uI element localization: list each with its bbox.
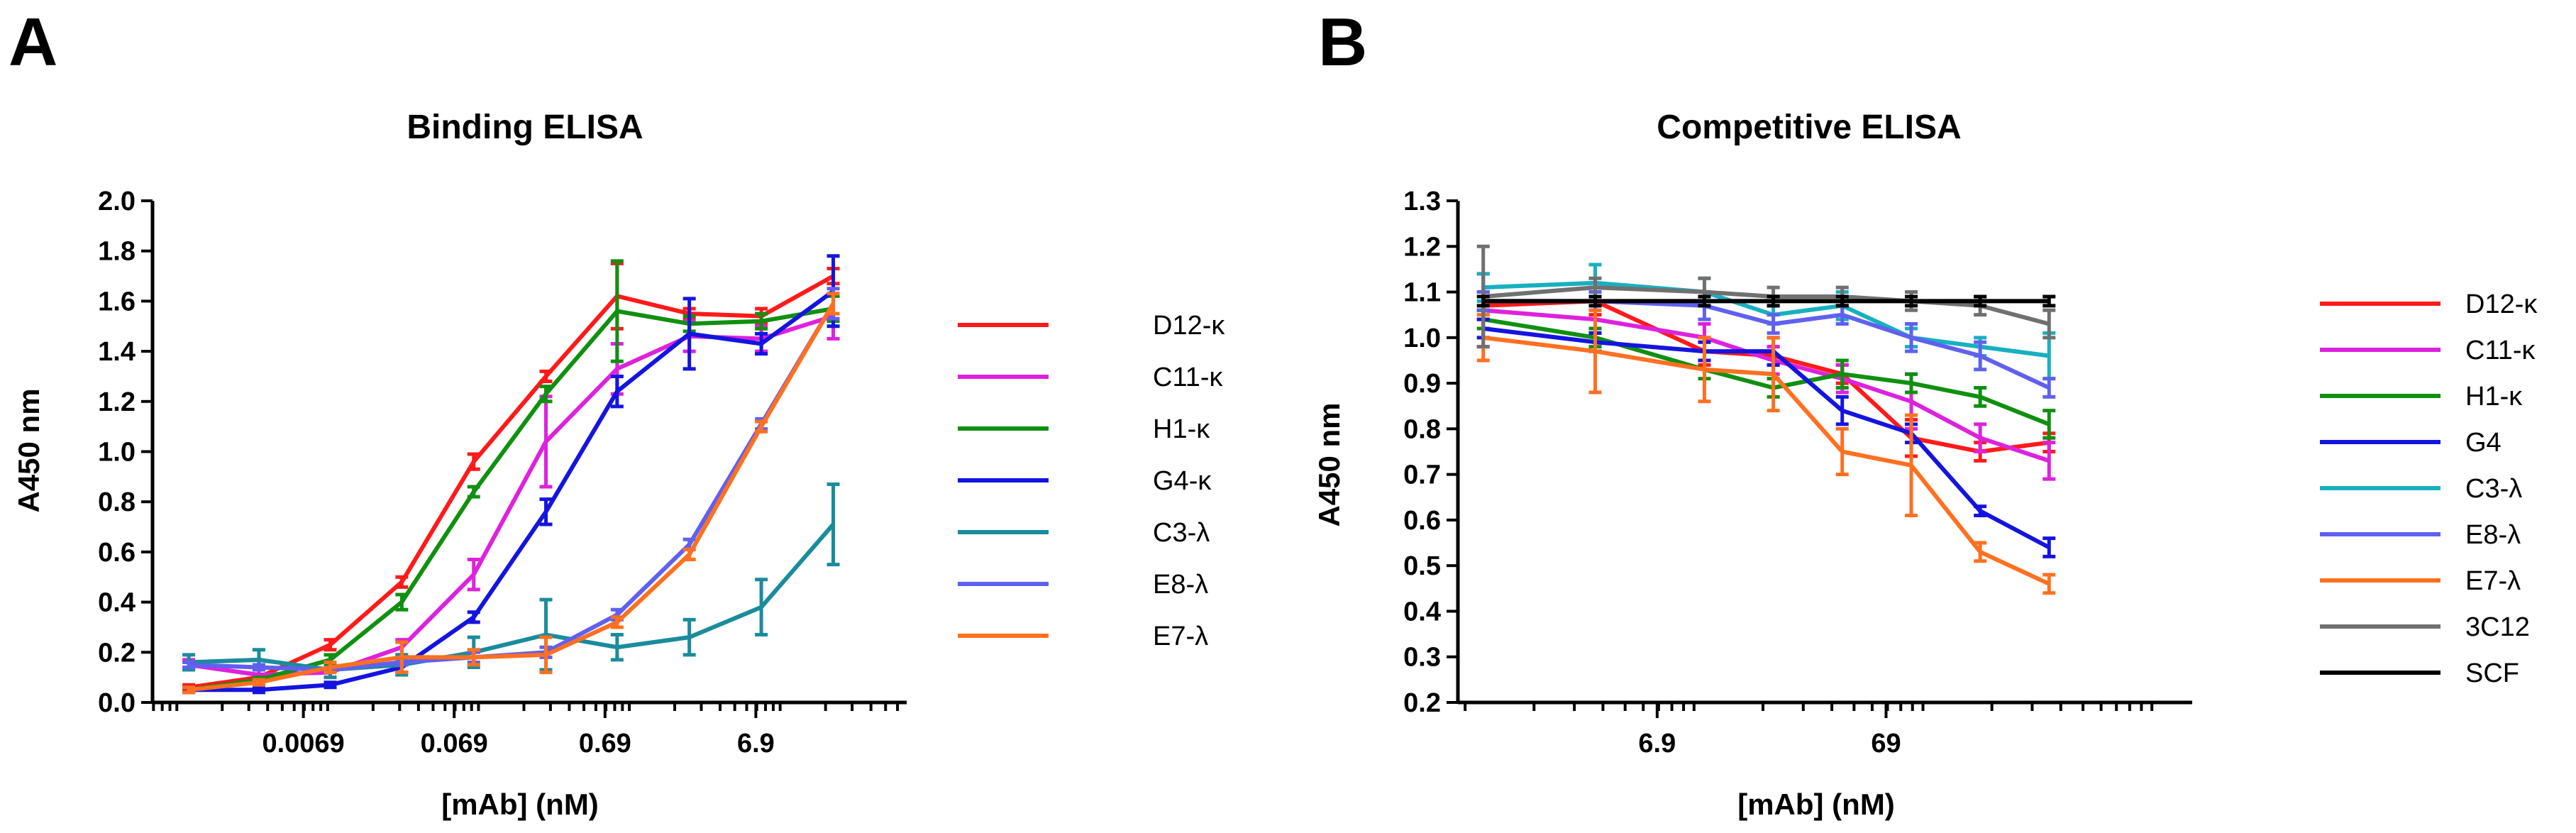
panel-letter-a: A [9, 4, 57, 80]
chart-b-y-tick-label: 0.5 [1403, 551, 1441, 581]
chart-a-series-line [188, 314, 834, 678]
chart-a-title: Binding ELISA [407, 109, 643, 146]
chart-b-legend-label: G4 [2465, 428, 2502, 458]
chart-b-series-line [1483, 308, 2050, 463]
chart-b-y-tick-label: 1.1 [1403, 278, 1441, 308]
chart-a-x-tick-label: 0.0069 [262, 729, 344, 758]
chart-a-series [182, 292, 840, 695]
chart-b-legend-label: 3C12 [2465, 612, 2530, 642]
chart-a-xlabel: [mAb] (nM) [441, 788, 599, 821]
chart-b-y-tick-label: 1.2 [1403, 232, 1441, 262]
chart-b-legend-label: SCF [2465, 658, 2519, 688]
chart-a-y-tick-label: 1.6 [98, 287, 136, 316]
chart-a-y-tick-label: 1.4 [98, 337, 136, 367]
chart-a-legend-label: C3-λ [1153, 518, 1210, 548]
chart-b-legend-label: E7-λ [2465, 566, 2521, 596]
chart-a-y-tick-label: 2.0 [98, 187, 136, 216]
chart-a-y-tick-label: 1.8 [98, 237, 136, 267]
chart-b-series [1476, 294, 2056, 308]
chart-a-series-line [188, 302, 836, 693]
chart-b-legend-label: D12-κ [2465, 289, 2538, 319]
chart-a-series [182, 482, 840, 680]
chart-a-series [182, 254, 840, 695]
chart-b-y-tick-label: 0.8 [1403, 414, 1441, 444]
chart-b-series-line [1483, 326, 2050, 550]
chart-a-series-line [188, 523, 835, 672]
chart-a-y-tick-label: 0.4 [98, 588, 136, 618]
chart-b-legend-label: E8-λ [2465, 520, 2521, 550]
chart-a-series-line [188, 302, 836, 672]
chart-a-y-tick-label: 0.8 [98, 487, 136, 517]
chart-b-y-tick-label: 0.6 [1403, 506, 1441, 536]
chart-b-series-line [1483, 335, 2050, 586]
chart-b-legend-label: C11-κ [2465, 336, 2536, 365]
chart-b-legend: D12-κ C11-κ H1-κ G4 C3-λ E8-λ E7-λ 3C12 SCF [2320, 289, 2538, 688]
chart-b-xlabel: [mAb] (nM) [1737, 788, 1895, 821]
chart-a-series-line [188, 307, 834, 693]
chart-a-legend-label: G4-κ [1153, 466, 1212, 496]
chart-a-series-line [189, 289, 835, 693]
chart-a-y-tick-label: 1.2 [98, 387, 136, 417]
chart-a-series [182, 292, 840, 682]
chart-b-y-tick-label: 0.4 [1403, 597, 1441, 627]
chart-b-y-tick-label: 0.3 [1403, 643, 1441, 673]
chart-b-legend-label: H1-κ [2465, 382, 2523, 412]
chart-b-title: Competitive ELISA [1657, 109, 1961, 146]
chart-a-plot: 0.0 0.2 0.4 0.6 0.8 1.0 1.2 1.4 1.6 1.8 2.0 0.0069 0… [98, 187, 907, 758]
chart-b-series-line [1483, 285, 2050, 326]
panel-letter-b: B [1318, 4, 1367, 80]
chart-a-y-tick-label: 0.6 [98, 538, 136, 568]
chart-a-series [182, 261, 840, 692]
chart-b-legend-label: C3-λ [2465, 474, 2522, 504]
chart-b-ylabel: A450 nm [1312, 402, 1346, 526]
chart-a-series [182, 259, 840, 695]
chart-b-x-tick-label: 6.9 [1638, 729, 1676, 758]
chart-b-series [1476, 308, 2056, 595]
chart-a-x-tick-label: 6.9 [737, 729, 775, 758]
chart-a-ylabel: A450 nm [12, 388, 45, 512]
chart-a-y-tick-label: 0.0 [98, 688, 136, 718]
chart-a-legend-label: E7-λ [1153, 622, 1208, 651]
chart-b-y-tick-label: 0.7 [1403, 460, 1441, 490]
chart-a-legend-label: D12-κ [1153, 311, 1225, 341]
chart-a-legend-label: H1-κ [1153, 414, 1210, 444]
chart-b-y-tick-label: 0.2 [1403, 688, 1441, 718]
chart-b-x-tick-label: 69 [1871, 729, 1901, 758]
chart-a-legend: D12-κ C11-κ H1-κ G4-κ C3-λ E8-λ E7-λ [958, 311, 1225, 651]
chart-a-y-tick-label: 0.2 [98, 638, 136, 668]
chart-a-legend-label: C11-κ [1153, 363, 1224, 392]
chart-b-plot: 0.2 0.3 0.4 0.5 0.6 0.7 0.8 0.9 1.0 1.1 1.2 1.3 6.9 6… [1403, 187, 2192, 758]
chart-a-x-tick-label: 0.69 [579, 729, 631, 758]
chart-b-series-line [1483, 280, 2050, 358]
chart-b-y-tick-label: 0.9 [1403, 369, 1441, 399]
chart-b-series-line [1483, 299, 2050, 454]
chart-a-x-tick-label: 0.069 [421, 729, 488, 758]
chart-a-series-line [188, 274, 834, 690]
chart-a-y-tick-label: 1.0 [98, 438, 136, 468]
chart-a-legend-label: E8-λ [1153, 570, 1208, 600]
chart-b-y-tick-label: 1.3 [1403, 187, 1441, 216]
chart-b-y-tick-label: 1.0 [1403, 324, 1441, 353]
